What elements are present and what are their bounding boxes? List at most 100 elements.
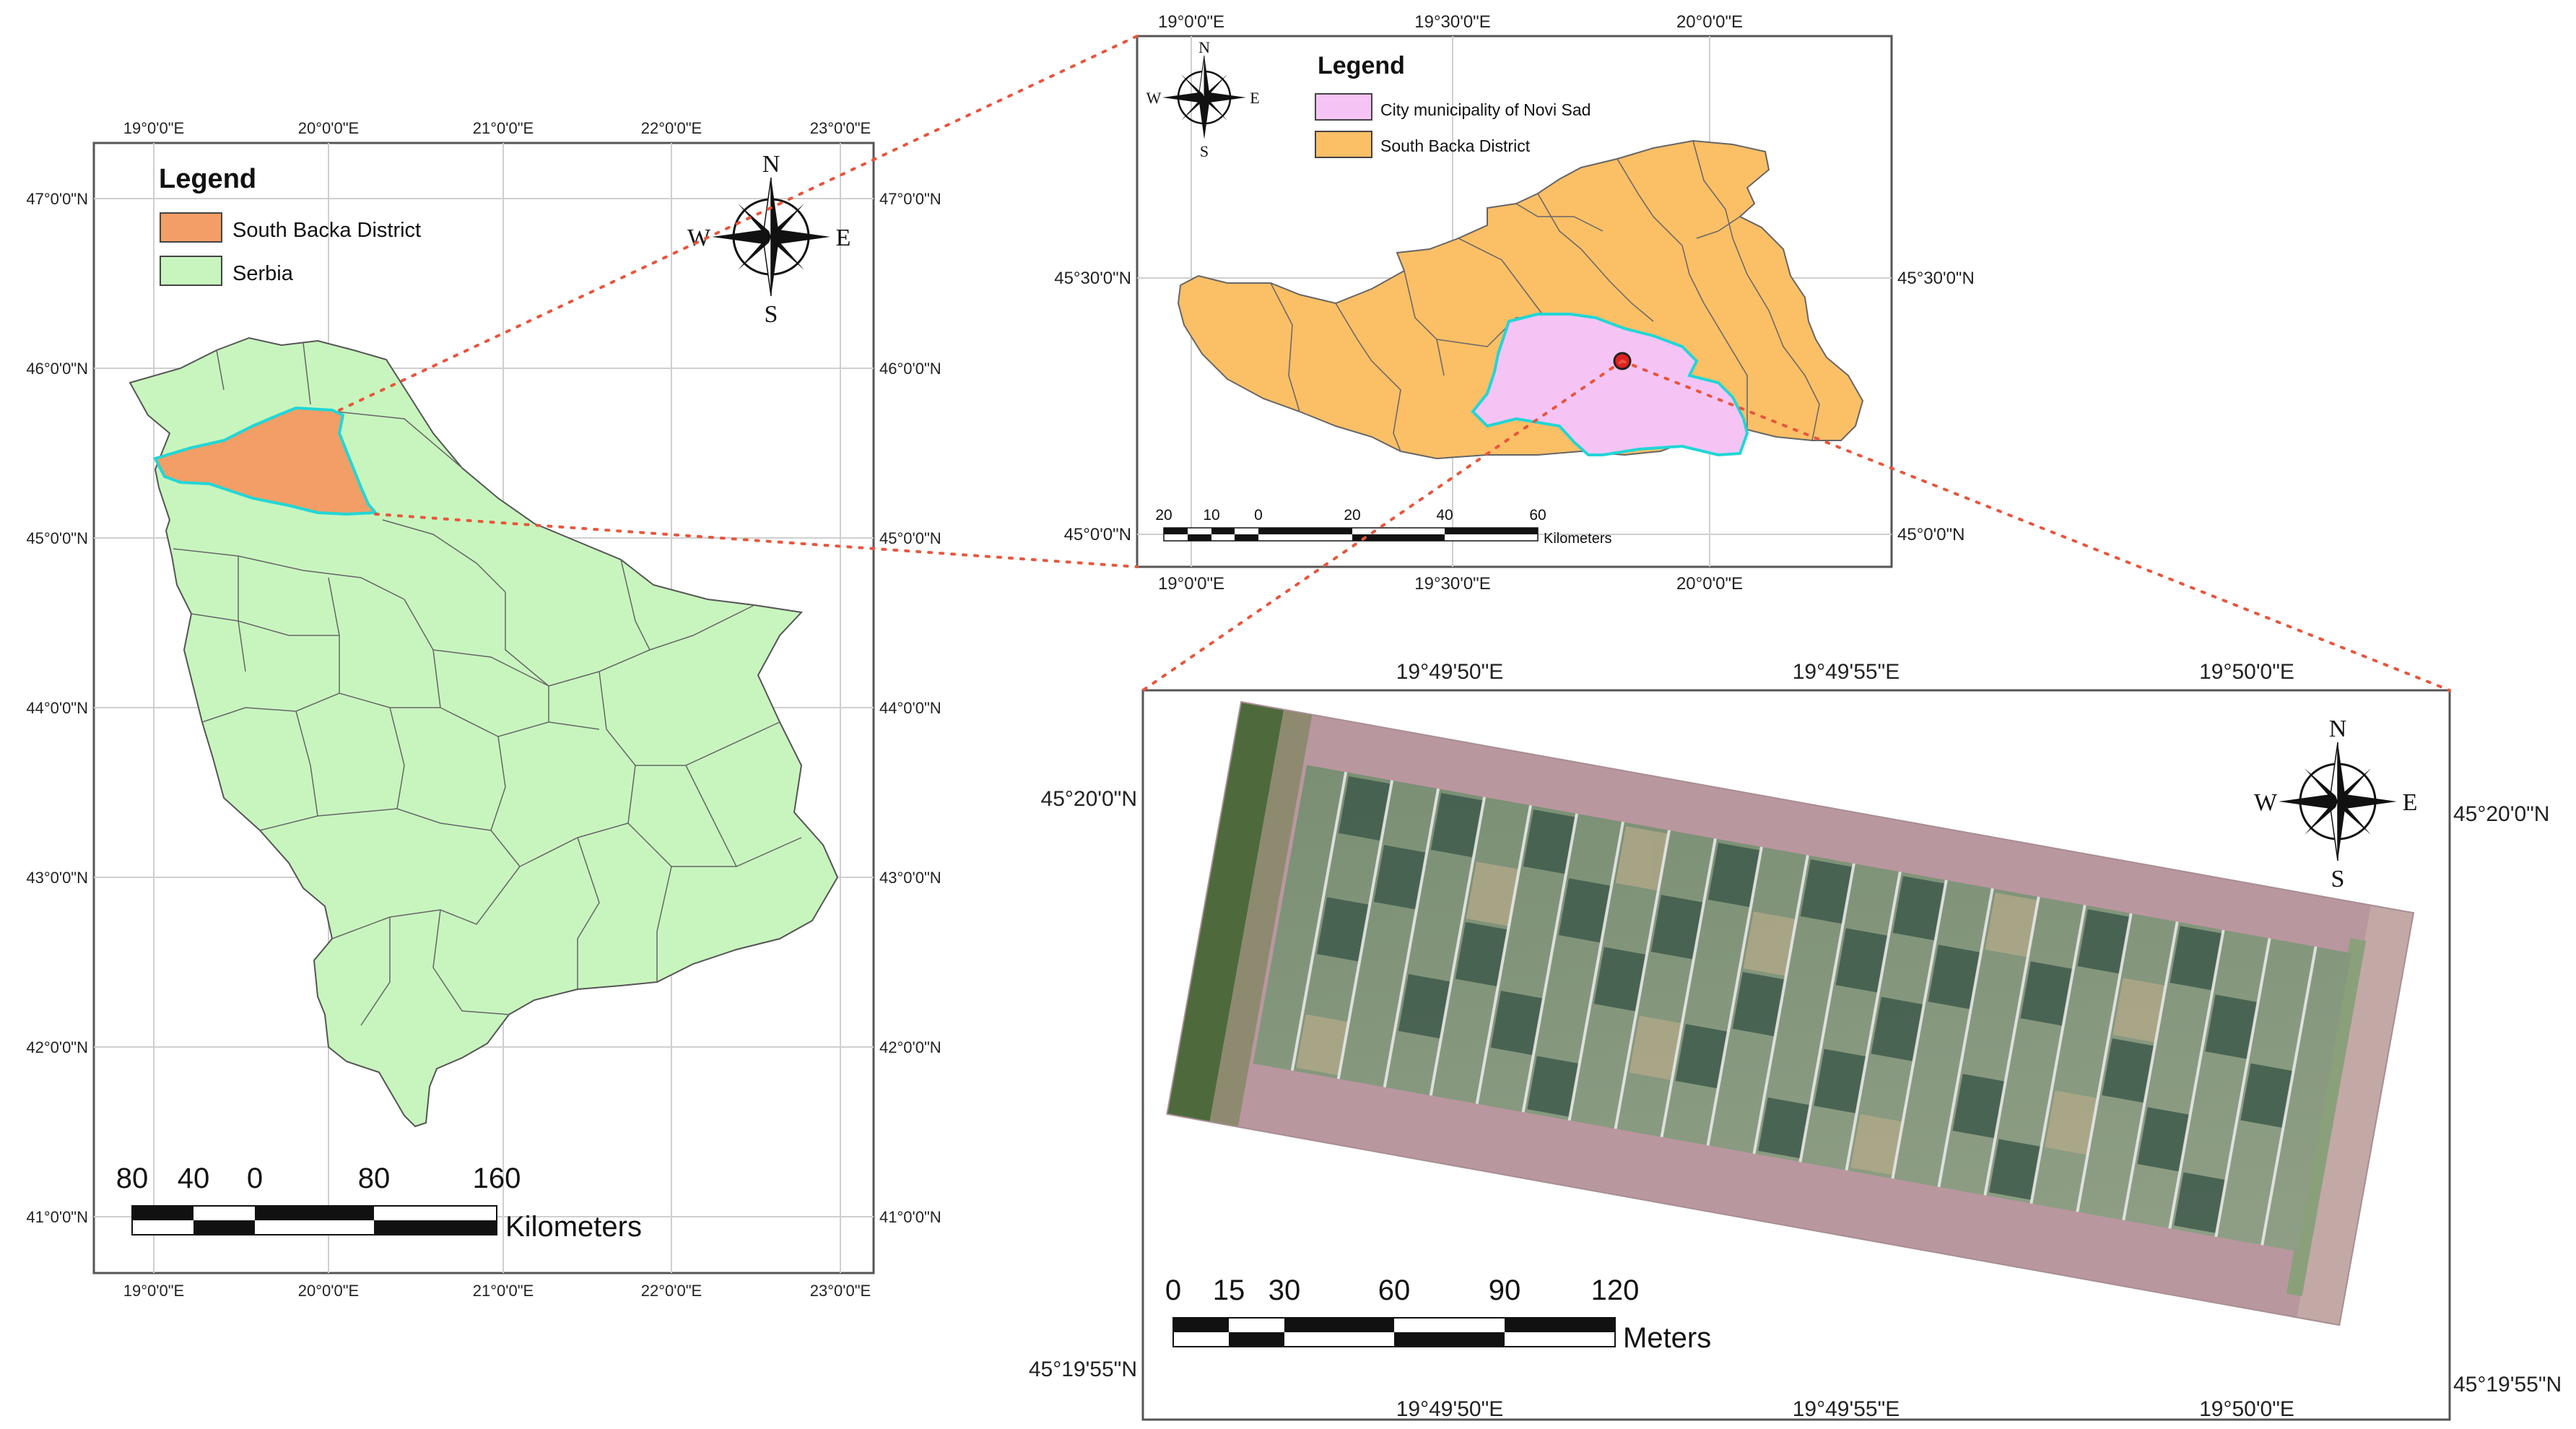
svg-text:19°50'0"E: 19°50'0"E xyxy=(2199,660,2294,684)
serbia-compass-icon: N S E W xyxy=(687,151,850,328)
serbia-shape xyxy=(129,336,839,1128)
svg-text:45°20'0"N: 45°20'0"N xyxy=(1041,787,1137,811)
svg-text:45°30'0"N: 45°30'0"N xyxy=(1054,269,1131,288)
serbia-district-boundaries xyxy=(173,342,802,1026)
svg-text:45°0'0"N: 45°0'0"N xyxy=(26,529,88,547)
legend-swatch-novi-sad xyxy=(1315,93,1372,121)
compass-e: E xyxy=(1250,89,1259,107)
orthophoto xyxy=(1166,700,2415,1326)
scale-tick-4: 80 xyxy=(358,1163,391,1194)
svg-text:19°49'50"E: 19°49'50"E xyxy=(1396,660,1504,684)
scale-unit: Kilometers xyxy=(1544,531,1611,547)
svg-text:45°19'55"N: 45°19'55"N xyxy=(1029,1358,1137,1381)
novi-sad-municipality-shape xyxy=(1471,313,1749,457)
svg-text:42°0'0"N: 42°0'0"N xyxy=(879,1038,941,1056)
compass-n: N xyxy=(1198,38,1210,56)
scale-tick-4: 20 xyxy=(1344,507,1360,524)
svg-text:20°0'0"E: 20°0'0"E xyxy=(298,119,359,137)
scale-tick-1: 80 xyxy=(116,1163,149,1194)
svg-text:45°20'0"N: 45°20'0"N xyxy=(2453,802,2549,826)
svg-text:19°0'0"E: 19°0'0"E xyxy=(1158,574,1224,594)
legend-swatch-south-backa xyxy=(160,212,222,243)
svg-text:19°30'0"E: 19°30'0"E xyxy=(1414,12,1490,32)
district-scale-bar: 20 10 0 20 40 60 Kilometers xyxy=(1155,507,1611,547)
scale-unit: Kilometers xyxy=(505,1211,642,1243)
compass-n: N xyxy=(2329,716,2347,742)
legend-label-district: South Backa District xyxy=(1380,136,1531,155)
field-map-panel: N S E W 0 15 30 60 90 120 Meters 19°49'5… xyxy=(1029,660,2562,1421)
svg-text:46°0'0"N: 46°0'0"N xyxy=(879,360,941,378)
scale-tick-6: 120 xyxy=(1591,1274,1640,1306)
svg-text:47°0'0"N: 47°0'0"N xyxy=(26,190,88,208)
svg-text:45°0'0"N: 45°0'0"N xyxy=(1064,525,1131,544)
district-legend: Legend City municipality of Novi Sad Sou… xyxy=(1315,52,1591,158)
svg-text:41°0'0"N: 41°0'0"N xyxy=(26,1208,88,1226)
compass-w: W xyxy=(2254,789,2278,816)
svg-text:19°49'55"E: 19°49'55"E xyxy=(1793,1397,1900,1421)
compass-s: S xyxy=(765,301,778,328)
scale-tick-3: 0 xyxy=(1254,507,1263,524)
scale-tick-1: 20 xyxy=(1155,507,1172,524)
svg-text:22°0'0"E: 22°0'0"E xyxy=(641,119,702,137)
legend-label-south-backa: South Backa District xyxy=(232,219,421,242)
svg-text:43°0'0"N: 43°0'0"N xyxy=(26,869,88,887)
district-compass-icon: N S E W xyxy=(1146,38,1260,160)
svg-text:19°50'0"E: 19°50'0"E xyxy=(2199,1397,2294,1421)
field-scale-bar: 0 15 30 60 90 120 Meters xyxy=(1165,1274,1711,1354)
svg-text:44°0'0"N: 44°0'0"N xyxy=(879,699,941,717)
svg-text:19°0'0"E: 19°0'0"E xyxy=(123,119,184,137)
svg-text:20°0'0"E: 20°0'0"E xyxy=(1676,574,1743,594)
svg-text:20°0'0"E: 20°0'0"E xyxy=(298,1282,359,1300)
svg-text:19°49'50"E: 19°49'50"E xyxy=(1396,1397,1504,1421)
svg-text:19°0'0"E: 19°0'0"E xyxy=(123,1282,184,1300)
svg-text:41°0'0"N: 41°0'0"N xyxy=(879,1208,941,1226)
svg-text:45°0'0"N: 45°0'0"N xyxy=(1897,525,1964,544)
scale-unit: Meters xyxy=(1623,1322,1711,1354)
compass-w: W xyxy=(1146,89,1162,107)
scale-tick-5: 40 xyxy=(1436,507,1453,524)
svg-text:23°0'0"E: 23°0'0"E xyxy=(810,1282,871,1300)
svg-text:19°30'0"E: 19°30'0"E xyxy=(1414,574,1490,594)
serbia-legend: Legend South Backa District Serbia xyxy=(159,164,421,286)
svg-text:46°0'0"N: 46°0'0"N xyxy=(26,360,88,378)
serbia-map-panel: Legend South Backa District Serbia N S E… xyxy=(26,119,941,1300)
scale-tick-1: 0 xyxy=(1165,1274,1181,1306)
compass-e: E xyxy=(836,225,851,251)
inset-connector-lines xyxy=(338,35,2451,692)
svg-text:45°0'0"N: 45°0'0"N xyxy=(879,529,941,547)
svg-text:19°49'55"E: 19°49'55"E xyxy=(1793,660,1900,684)
south-backa-district-shape xyxy=(153,406,379,516)
legend-label-novi-sad: City municipality of Novi Sad xyxy=(1380,100,1591,119)
svg-text:42°0'0"N: 42°0'0"N xyxy=(26,1038,88,1056)
scale-tick-2: 40 xyxy=(178,1163,210,1194)
svg-text:19°0'0"E: 19°0'0"E xyxy=(1158,12,1224,32)
svg-text:21°0'0"E: 21°0'0"E xyxy=(473,119,534,137)
serbia-coordinate-labels: 19°0'0"E 20°0'0"E 21°0'0"E 22°0'0"E 23°0… xyxy=(26,119,941,1300)
scale-tick-3: 0 xyxy=(247,1163,263,1194)
legend-title: Legend xyxy=(1318,52,1405,79)
svg-text:44°0'0"N: 44°0'0"N xyxy=(26,699,88,717)
svg-text:45°19'55"N: 45°19'55"N xyxy=(2453,1373,2562,1397)
field-compass-icon: N S E W xyxy=(2254,716,2417,892)
legend-title: Legend xyxy=(159,164,256,194)
scale-tick-5: 90 xyxy=(1489,1274,1521,1306)
scale-tick-2: 15 xyxy=(1213,1274,1245,1306)
compass-n: N xyxy=(762,151,780,178)
district-map-panel: Legend City municipality of Novi Sad Sou… xyxy=(1054,12,1975,594)
compass-s: S xyxy=(1200,142,1209,160)
svg-text:47°0'0"N: 47°0'0"N xyxy=(879,190,941,208)
scale-tick-5: 160 xyxy=(473,1163,521,1194)
legend-label-serbia: Serbia xyxy=(232,262,294,285)
svg-text:22°0'0"E: 22°0'0"E xyxy=(641,1282,702,1300)
field-coordinate-labels: 19°49'50"E 19°49'55"E 19°50'0"E 19°49'50… xyxy=(1029,660,2562,1421)
svg-text:20°0'0"E: 20°0'0"E xyxy=(1676,12,1743,32)
district-coordinate-labels: 19°0'0"E 19°30'0"E 20°0'0"E 19°0'0"E 19°… xyxy=(1054,12,1975,594)
legend-swatch-serbia xyxy=(160,256,222,286)
serbia-scale-bar: 80 40 0 80 160 Kilometers xyxy=(116,1163,642,1243)
compass-s: S xyxy=(2331,866,2345,892)
scale-tick-6: 60 xyxy=(1529,507,1546,524)
svg-text:43°0'0"N: 43°0'0"N xyxy=(879,869,941,887)
legend-swatch-district xyxy=(1315,131,1372,158)
